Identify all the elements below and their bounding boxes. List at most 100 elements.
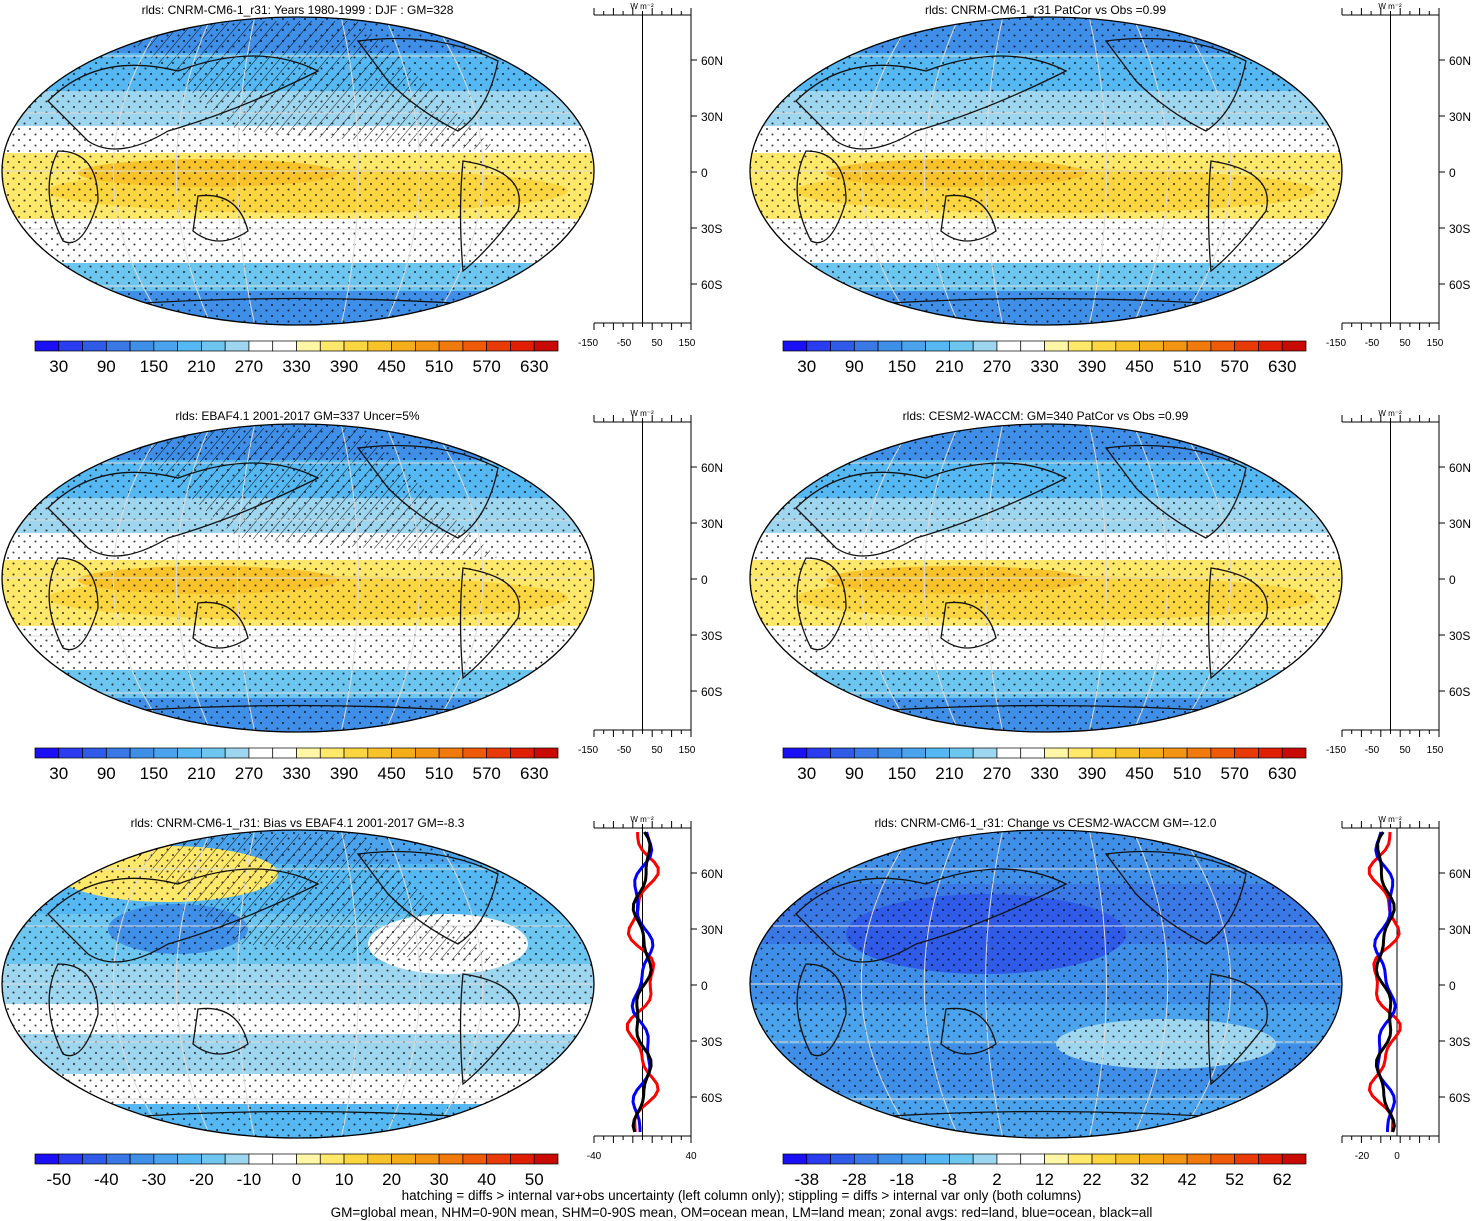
zonal-unit-label: W m⁻² (630, 2, 654, 11)
colorbar-swatch (296, 1153, 321, 1165)
colorbar-swatch (1139, 340, 1164, 352)
colorbar-swatch (925, 1153, 950, 1165)
colorbar-swatch (925, 747, 950, 759)
zonal-tick-label: -50 (1365, 338, 1380, 349)
colorbar-swatch (949, 1153, 974, 1165)
colorbar-1: 30 90 150 210 270 330 390 450 510 570 630 (34, 340, 559, 376)
colorbar-label: -18 (890, 1170, 915, 1189)
colorbar-label: 390 (330, 764, 358, 783)
colorbar-swatch (996, 747, 1022, 759)
colorbar-swatch (1210, 340, 1236, 352)
colorbar-swatch (319, 340, 345, 352)
colorbar-swatch (272, 1153, 297, 1165)
map-field-2 (750, 17, 1342, 325)
africa-coast (48, 963, 99, 1057)
zonal-tick-label: 150 (679, 338, 696, 349)
zonal-lat-label: 30N (1449, 923, 1471, 937)
colorbar-label: 270 (983, 764, 1011, 783)
colorbar-swatch (201, 340, 226, 352)
map-border (749, 423, 1343, 733)
colorbar-label: 210 (935, 764, 963, 783)
colorbar-label: 330 (1030, 357, 1058, 376)
zonal-lat-label: 30N (701, 517, 723, 531)
colorbar-swatch (782, 747, 808, 759)
zonal-all-curve (631, 831, 653, 1133)
colorbar-label: 12 (1035, 1170, 1054, 1189)
map-panel-6: -38 -28 -18 -8 2 12 22 32 42 52 62 60N 30N 0 30S 60S W m… (749, 815, 1471, 1189)
colorbar-label: 210 (187, 357, 215, 376)
colorbar-swatch (486, 1153, 511, 1165)
colorbar-label: -50 (46, 1170, 71, 1189)
zonal-lat-label: 30S (1449, 1035, 1470, 1049)
colorbar-label: -20 (189, 1170, 214, 1189)
zonal-tick-label: -50 (1365, 745, 1380, 756)
eurasia-coast (47, 55, 320, 150)
colorbar-label: 570 (472, 764, 500, 783)
zonal-tick-label: -150 (578, 745, 598, 756)
north-america-coast (1104, 444, 1247, 539)
zonal-unit-label: W m⁻² (1378, 409, 1402, 418)
colorbar-label: 270 (235, 764, 263, 783)
colorbar-label: -30 (142, 1170, 167, 1189)
colorbar-swatch (415, 1153, 440, 1165)
colorbar-swatch (1044, 747, 1069, 759)
colorbar-swatch (1281, 340, 1307, 352)
zonal-tick-label: -20 (1355, 1151, 1370, 1162)
zonal-lat-label: 60N (1449, 461, 1471, 475)
zonal-lat-label: 60S (701, 685, 722, 699)
colorbar-swatch (1067, 747, 1093, 759)
colorbar-swatch (830, 340, 855, 352)
colorbar-label: -8 (942, 1170, 957, 1189)
colorbar-swatch (877, 1153, 903, 1165)
colorbar-swatch (1258, 747, 1283, 759)
zonal-tick-label: 50 (651, 745, 663, 756)
zonal-lat-label: 60N (1449, 54, 1471, 68)
panel-4-title: rlds: CESM2-WACCM: GM=340 PatCor vs Obs … (902, 409, 1189, 423)
map-panel-5: -50 -40 -30 -20 -10 0 10 20 30 40 50 60N 30N 0 30S 60S W… (1, 815, 723, 1189)
australia-coast (192, 1007, 249, 1055)
colorbar-swatch (201, 1153, 226, 1165)
colorbar-swatch (1115, 1153, 1140, 1165)
australia-coast (940, 194, 997, 242)
map-panel-4: 30 90 150 210 270 330 390 450 510 570 630 60N 30N 0 30… (749, 409, 1471, 783)
zonal-lat-label: 60S (701, 1091, 722, 1105)
map-field-5 (2, 830, 594, 1138)
colorbar-swatch (367, 340, 392, 352)
zonal-lat-label: 0 (1449, 573, 1456, 587)
eurasia-coast (47, 462, 320, 557)
zonal-lat-label: 60N (1449, 867, 1471, 881)
colorbar-label: 90 (97, 764, 116, 783)
colorbar-swatch (319, 1153, 345, 1165)
colorbar-swatch (367, 747, 392, 759)
map-field-3 (2, 424, 594, 732)
map-panel-3: 30 90 150 210 270 330 390 450 510 570 630 60N 30N 0 30… (1, 409, 723, 783)
colorbar-swatch (82, 1153, 107, 1165)
colorbar-label: 210 (187, 764, 215, 783)
colorbar-label: 2 (992, 1170, 1001, 1189)
map-border (1, 829, 595, 1139)
colorbar-label: 270 (235, 357, 263, 376)
zonal-lat-label: 30S (701, 629, 722, 643)
colorbar-swatch (462, 1153, 488, 1165)
colorbar-label: 630 (1268, 357, 1296, 376)
colorbar-label: 52 (1225, 1170, 1244, 1189)
colorbar-swatch (34, 340, 60, 352)
colorbar-swatch (830, 1153, 855, 1165)
zonal-unit-label: W m⁻² (1378, 2, 1402, 11)
colorbar-swatch (782, 1153, 808, 1165)
zonal-land-curve (625, 831, 660, 1133)
colorbar-4: 30 90 150 210 270 330 390 450 510 570 630 (782, 747, 1307, 783)
colorbar-swatch (58, 1153, 83, 1165)
zonal-ocean-curve (1373, 831, 1397, 1133)
colorbar-swatch (34, 1153, 60, 1165)
colorbar-label: 0 (292, 1170, 301, 1189)
colorbar-swatch (1281, 1153, 1307, 1165)
map-border (1, 16, 595, 326)
map-border (1, 423, 595, 733)
africa-coast (796, 557, 847, 651)
colorbar-swatch (153, 1153, 178, 1165)
zonal-lat-label: 30N (1449, 110, 1471, 124)
colorbar-label: 630 (520, 764, 548, 783)
colorbar-swatch (925, 340, 950, 352)
